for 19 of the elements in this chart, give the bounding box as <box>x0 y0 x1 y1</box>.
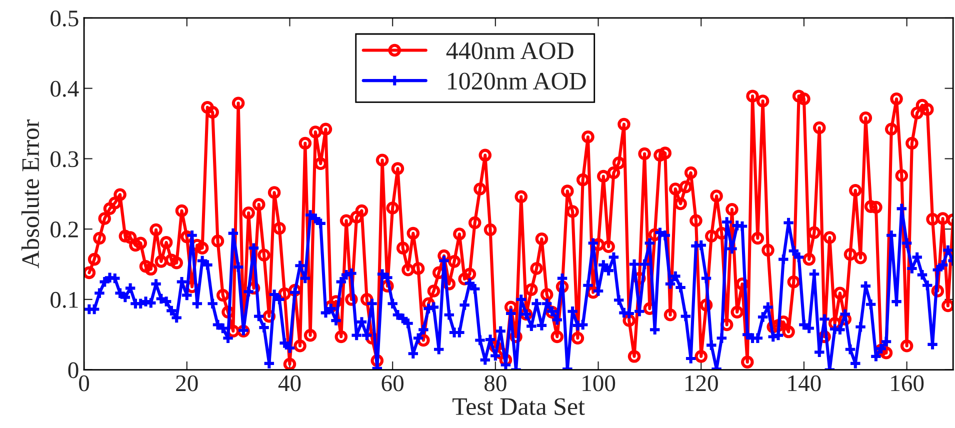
y-tick-label: 0 <box>68 362 78 378</box>
y-tick-label: 0.2 <box>50 222 78 238</box>
y-tick-label: 0.4 <box>50 80 79 97</box>
x-tick-label: 0 <box>79 375 90 392</box>
y-tick-label: 0.5 <box>50 10 78 27</box>
x-tick-label: 140 <box>788 375 821 392</box>
y-axis-title: Absolute Error <box>21 119 40 268</box>
y-tick-label: 0.3 <box>50 151 78 168</box>
x-tick-label: 160 <box>891 375 924 392</box>
x-axis-title: Test Data Set <box>452 398 585 416</box>
legend-label: 440nm AOD <box>446 42 574 60</box>
x-tick-label: 80 <box>484 375 506 392</box>
legend-label: 1020nm AOD <box>448 72 586 90</box>
x-tick-label: 60 <box>382 375 404 392</box>
y-tick-label: 0.1 <box>50 292 78 308</box>
x-tick-label: 40 <box>278 375 301 392</box>
x-tick-label: 20 <box>176 375 198 392</box>
x-tick-label: 120 <box>685 375 718 392</box>
x-tick-label: 100 <box>582 375 616 392</box>
